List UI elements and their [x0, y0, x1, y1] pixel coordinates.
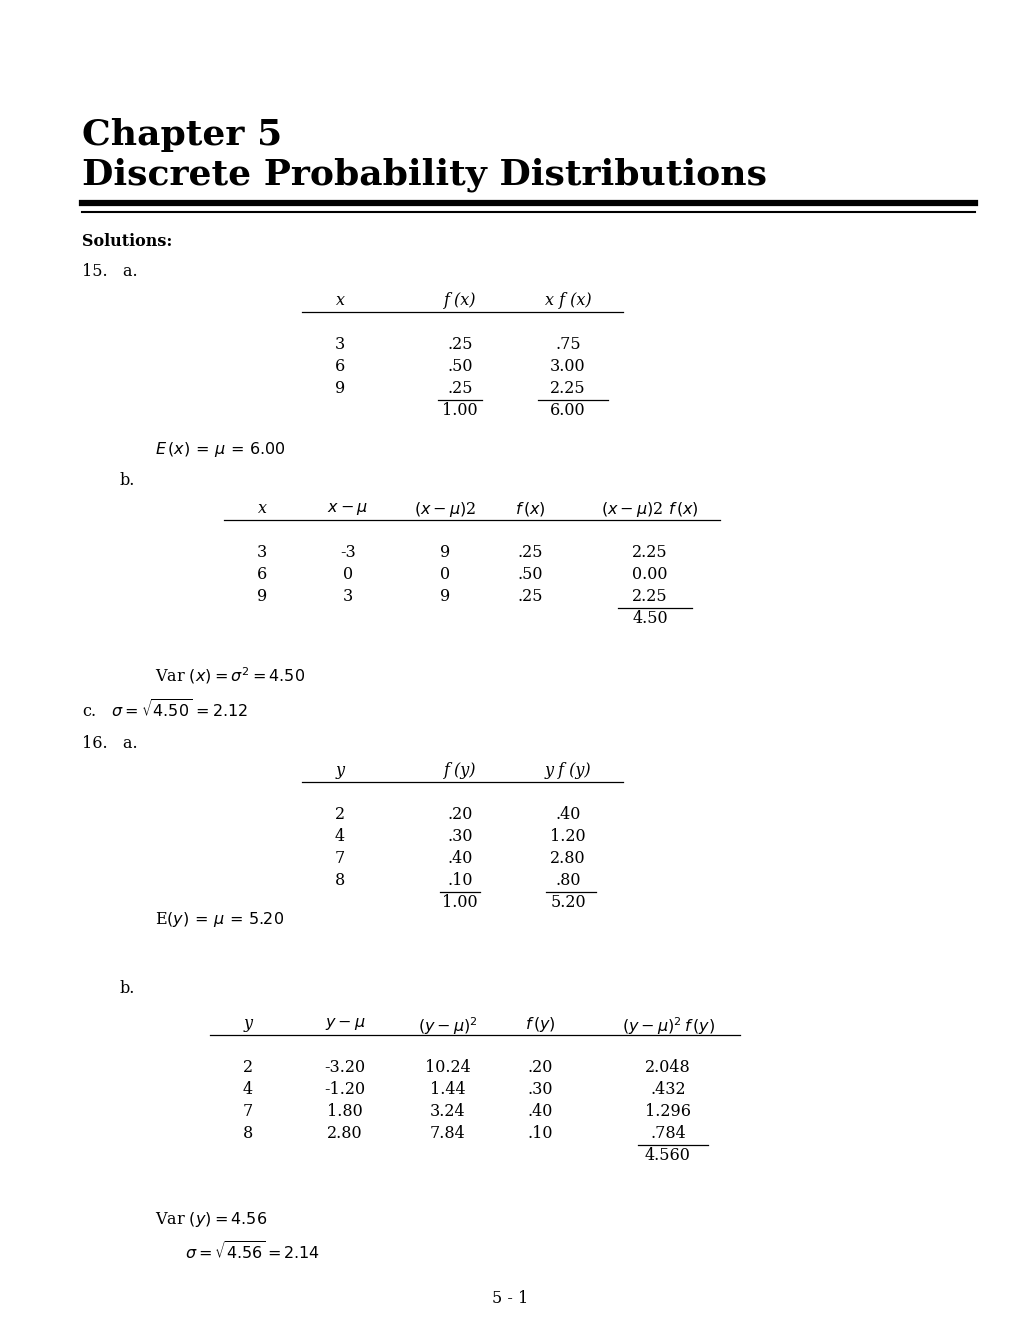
Text: 16.   a.: 16. a.	[82, 735, 138, 752]
Text: 3.00: 3.00	[549, 358, 585, 375]
Text: .20: .20	[447, 807, 472, 822]
Text: 5 - 1: 5 - 1	[491, 1290, 528, 1307]
Text: 0.00: 0.00	[632, 566, 667, 583]
Text: .10: .10	[446, 873, 472, 888]
Text: $(x - \mu)$2 $f\,(x)$: $(x - \mu)$2 $f\,(x)$	[600, 500, 698, 519]
Text: .20: .20	[527, 1059, 552, 1076]
Text: 7: 7	[243, 1104, 253, 1119]
Text: $y - \mu$: $y - \mu$	[324, 1015, 365, 1032]
Text: -1.20: -1.20	[324, 1081, 365, 1098]
Text: 2: 2	[334, 807, 344, 822]
Text: E$(y)\/ =\/ \mu\/ =\/ 5.20$: E$(y)\/ =\/ \mu\/ =\/ 5.20$	[155, 909, 284, 929]
Text: .25: .25	[446, 337, 472, 352]
Text: 8: 8	[243, 1125, 253, 1142]
Text: .30: .30	[446, 828, 472, 845]
Text: 4.50: 4.50	[632, 610, 667, 627]
Text: 1.00: 1.00	[442, 403, 477, 418]
Text: $\sigma = \sqrt{4.56} = 2.14$: $\sigma = \sqrt{4.56} = 2.14$	[184, 1242, 320, 1265]
Text: f (y): f (y)	[443, 762, 476, 779]
Text: 9: 9	[439, 544, 449, 561]
Text: 4.560: 4.560	[644, 1147, 690, 1164]
Text: 5.20: 5.20	[549, 894, 585, 911]
Text: -3.20: -3.20	[324, 1059, 365, 1076]
Text: 2: 2	[243, 1059, 253, 1076]
Text: $f\/(x)$: $f\/(x)$	[514, 500, 545, 517]
Text: 2.25: 2.25	[632, 587, 667, 605]
Text: y f (y): y f (y)	[544, 762, 591, 779]
Text: .40: .40	[554, 807, 580, 822]
Text: 7.84: 7.84	[430, 1125, 466, 1142]
Text: .432: .432	[649, 1081, 685, 1098]
Text: Var $(x) = \sigma^2 = 4.50$: Var $(x) = \sigma^2 = 4.50$	[155, 665, 305, 685]
Text: 15.   a.: 15. a.	[82, 263, 138, 280]
Text: .25: .25	[517, 544, 542, 561]
Text: .25: .25	[446, 380, 472, 397]
Text: 3: 3	[334, 337, 344, 352]
Text: 10.24: 10.24	[425, 1059, 471, 1076]
Text: Chapter 5: Chapter 5	[82, 117, 282, 152]
Text: 6: 6	[257, 566, 267, 583]
Text: .25: .25	[517, 587, 542, 605]
Text: 1.80: 1.80	[327, 1104, 363, 1119]
Text: x f (x): x f (x)	[544, 292, 591, 309]
Text: 1.00: 1.00	[442, 894, 477, 911]
Text: .75: .75	[554, 337, 580, 352]
Text: 1.44: 1.44	[430, 1081, 466, 1098]
Text: 8: 8	[334, 873, 344, 888]
Text: 6: 6	[334, 358, 344, 375]
Text: 0: 0	[342, 566, 353, 583]
Text: 3: 3	[342, 587, 353, 605]
Text: $E\,(x)\/ =\/ \mu\/ =\/ 6.00$: $E\,(x)\/ =\/ \mu\/ =\/ 6.00$	[155, 440, 285, 459]
Text: b.: b.	[120, 473, 136, 488]
Text: 9: 9	[439, 587, 449, 605]
Text: .40: .40	[527, 1104, 552, 1119]
Text: 2.80: 2.80	[549, 850, 585, 867]
Text: x: x	[335, 292, 344, 309]
Text: f (x): f (x)	[443, 292, 476, 309]
Text: .80: .80	[554, 873, 580, 888]
Text: 4: 4	[243, 1081, 253, 1098]
Text: $(y - \mu)^2\,f\,(y)$: $(y - \mu)^2\,f\,(y)$	[621, 1015, 713, 1036]
Text: 2.80: 2.80	[327, 1125, 363, 1142]
Text: Discrete Probability Distributions: Discrete Probability Distributions	[82, 158, 766, 193]
Text: .50: .50	[517, 566, 542, 583]
Text: y: y	[335, 762, 344, 779]
Text: -3: -3	[339, 544, 356, 561]
Text: 9: 9	[334, 380, 344, 397]
Text: 2.048: 2.048	[644, 1059, 690, 1076]
Text: 9: 9	[257, 587, 267, 605]
Text: $(y - \mu)^2$: $(y - \mu)^2$	[418, 1015, 478, 1036]
Text: 3.24: 3.24	[430, 1104, 466, 1119]
Text: .30: .30	[527, 1081, 552, 1098]
Text: 1.20: 1.20	[549, 828, 585, 845]
Text: Solutions:: Solutions:	[82, 234, 172, 249]
Text: $(x - \mu)$2: $(x - \mu)$2	[414, 500, 476, 519]
Text: 2.25: 2.25	[549, 380, 585, 397]
Text: .40: .40	[447, 850, 472, 867]
Text: y: y	[244, 1015, 253, 1032]
Text: .784: .784	[649, 1125, 685, 1142]
Text: 2.25: 2.25	[632, 544, 667, 561]
Text: 3: 3	[257, 544, 267, 561]
Text: Var $(y) = 4.56$: Var $(y) = 4.56$	[155, 1210, 267, 1229]
Text: 0: 0	[439, 566, 449, 583]
Text: c.   $\sigma = \sqrt{4.50}\/ = 2.12$: c. $\sigma = \sqrt{4.50}\/ = 2.12$	[82, 700, 249, 722]
Text: x: x	[257, 500, 266, 517]
Text: 7: 7	[334, 850, 344, 867]
Text: b.: b.	[120, 979, 136, 997]
Text: .50: .50	[446, 358, 472, 375]
Text: .10: .10	[527, 1125, 552, 1142]
Text: 1.296: 1.296	[644, 1104, 690, 1119]
Text: $f\/(y)$: $f\/(y)$	[524, 1015, 555, 1034]
Text: 6.00: 6.00	[549, 403, 585, 418]
Text: $x - \mu$: $x - \mu$	[327, 500, 368, 517]
Text: 4: 4	[334, 828, 344, 845]
